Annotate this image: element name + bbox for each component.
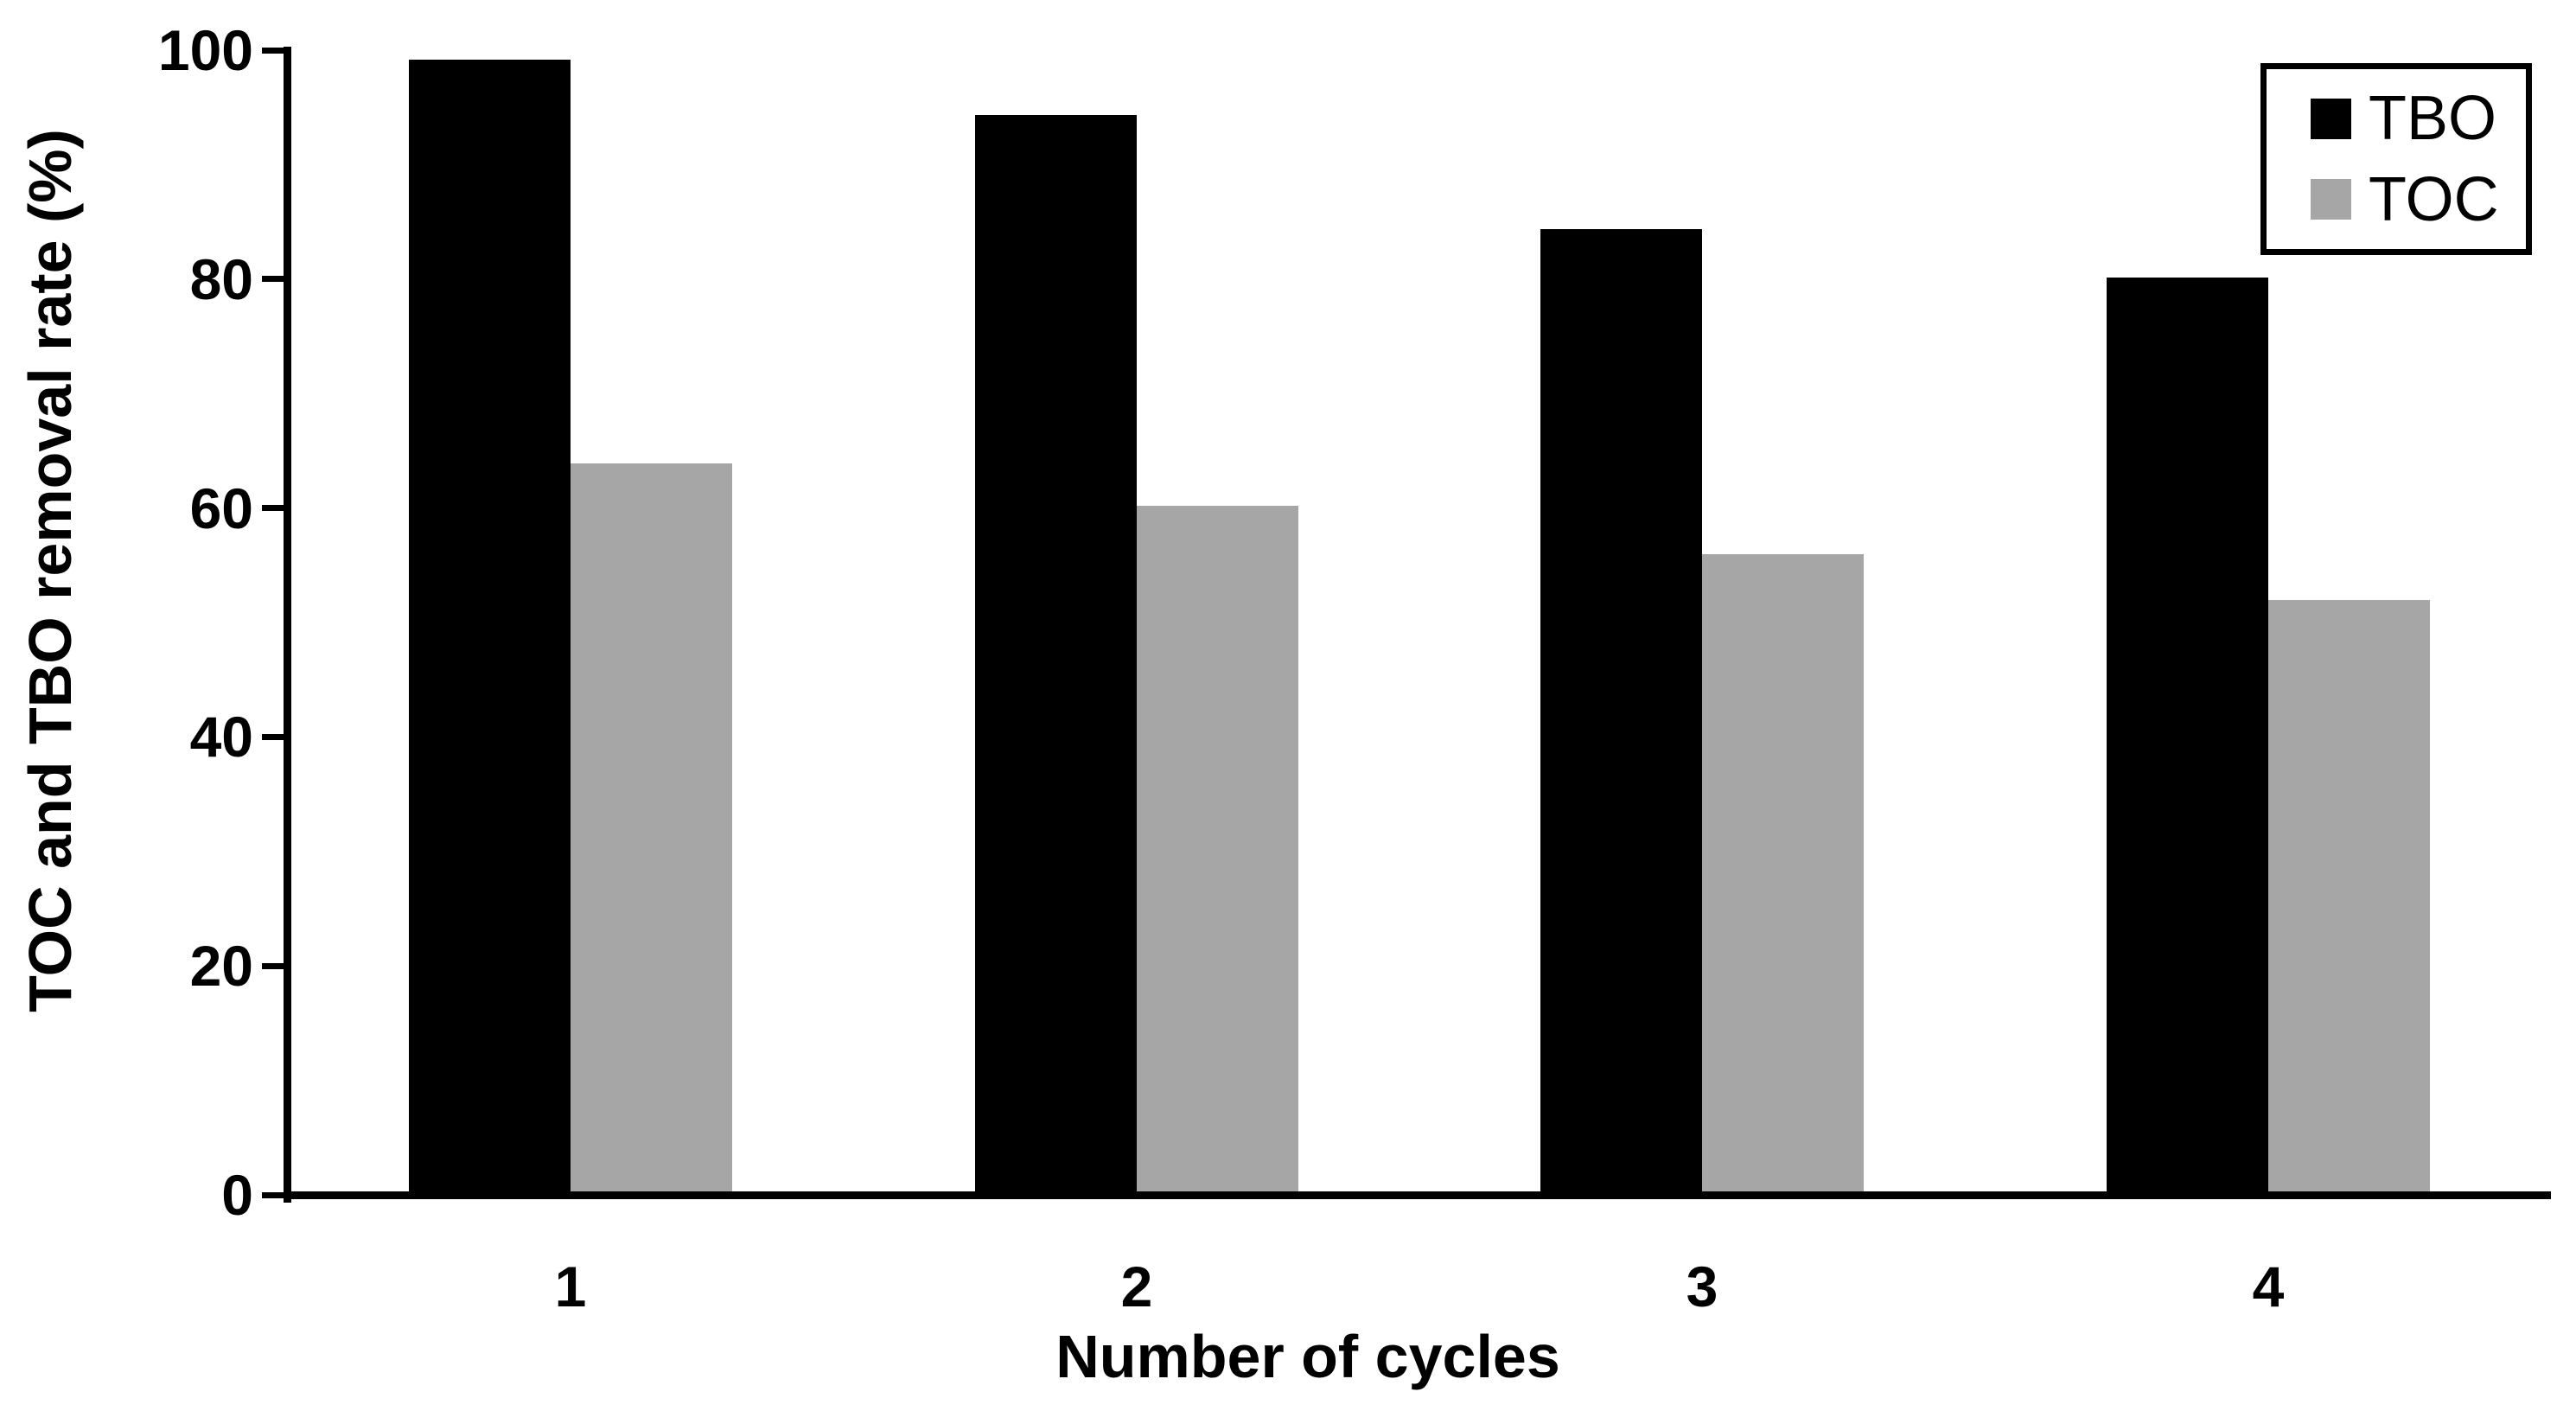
legend: TBO TOC — [2260, 63, 2532, 255]
y-tick-label-20: 20 — [189, 934, 253, 998]
y-tick-label-60: 60 — [189, 476, 253, 540]
bar-toc-cycle-2 — [1137, 506, 1298, 1195]
bar-toc-cycle-1 — [571, 463, 732, 1195]
y-tick-40 — [262, 734, 288, 740]
y-axis-line — [284, 47, 291, 1203]
y-tick-80 — [262, 276, 288, 282]
y-tick-label-80: 80 — [189, 247, 253, 311]
x-category-label-2: 2 — [1120, 1255, 1153, 1318]
y-tick-20 — [262, 963, 288, 969]
bar-tbo-cycle-4 — [2107, 278, 2268, 1195]
x-axis-line — [284, 1191, 2551, 1199]
y-tick-label-40: 40 — [189, 705, 253, 769]
legend-item-toc: TOC — [2311, 169, 2526, 231]
x-axis-title: Number of cycles — [1055, 1323, 1560, 1390]
bar-tbo-cycle-1 — [409, 60, 571, 1195]
tbo-swatch-icon — [2311, 98, 2351, 139]
bar-toc-cycle-4 — [2268, 600, 2430, 1195]
y-tick-0 — [262, 1192, 288, 1198]
bar-toc-cycle-3 — [1702, 554, 1864, 1195]
y-tick-label-0: 0 — [221, 1163, 253, 1227]
x-category-label-3: 3 — [1686, 1255, 1718, 1318]
bar-tbo-cycle-3 — [1540, 229, 1702, 1195]
y-tick-100 — [262, 48, 288, 54]
y-tick-label-100: 100 — [157, 18, 253, 82]
legend-label-tbo: TBO — [2369, 84, 2497, 154]
x-category-label-1: 1 — [554, 1255, 587, 1318]
legend-item-tbo: TBO — [2311, 87, 2526, 150]
x-category-label-4: 4 — [2252, 1255, 2285, 1318]
legend-label-toc: TOC — [2369, 164, 2499, 234]
y-tick-60 — [262, 505, 288, 511]
toc-swatch-icon — [2311, 179, 2351, 220]
bar-tbo-cycle-2 — [975, 115, 1137, 1195]
